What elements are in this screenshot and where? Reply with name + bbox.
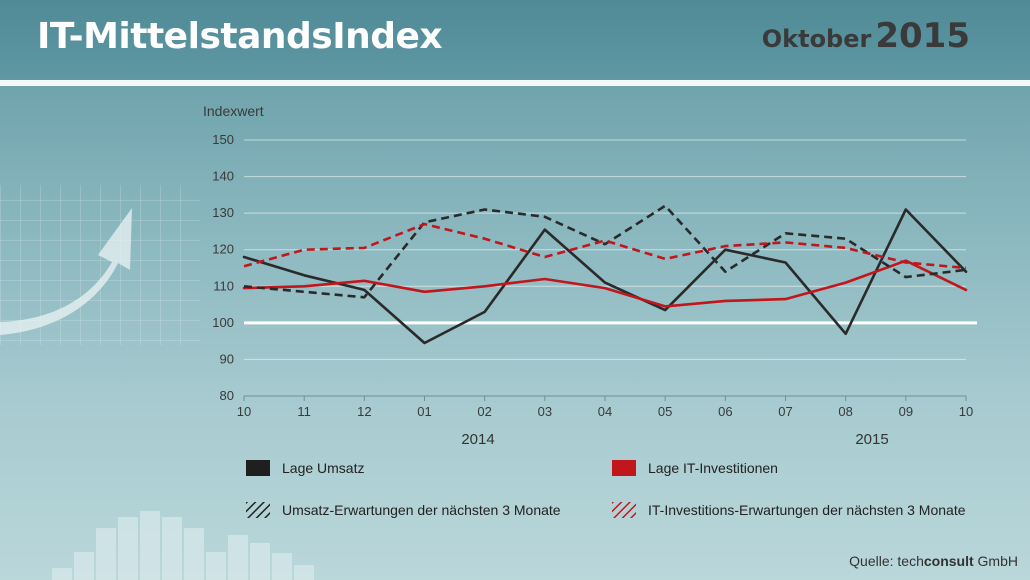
- x-tick-label: 04: [598, 404, 612, 419]
- report-date: Oktober 2015: [762, 16, 970, 56]
- header-bar: [0, 0, 1030, 80]
- arrow-up-icon: [0, 208, 132, 335]
- y-tick-label: 100: [212, 315, 234, 330]
- x-tick-label: 08: [838, 404, 852, 419]
- x-tick-label: 06: [718, 404, 732, 419]
- x-tick-label: 12: [357, 404, 371, 419]
- x-tick-label: 03: [538, 404, 552, 419]
- x-tick-label: 10: [959, 404, 973, 419]
- page-title: IT-MittelstandsIndex: [37, 16, 443, 57]
- y-tick-label: 120: [212, 242, 234, 257]
- source-suffix: GmbH: [973, 553, 1018, 569]
- chart-series: [242, 204, 968, 345]
- series-line-4: [243, 222, 967, 270]
- y-tick-label: 130: [212, 205, 234, 220]
- x-tick-label: 02: [477, 404, 491, 419]
- source-brand-light: tech: [897, 553, 924, 569]
- y-tick-label: 150: [212, 132, 234, 147]
- series-line-1: [242, 208, 968, 345]
- y-tick-label: 90: [220, 351, 234, 366]
- year-label-2014: 2014: [461, 431, 494, 448]
- x-tick-label: 05: [658, 404, 672, 419]
- series-line-2: [242, 259, 968, 308]
- y-axis-label: Indexwert: [203, 103, 264, 119]
- report-year: 2015: [875, 16, 970, 56]
- x-tick-label: 01: [417, 404, 431, 419]
- y-tick-label: 110: [213, 278, 234, 293]
- report-month: Oktober: [761, 25, 872, 53]
- y-tick-label: 80: [220, 388, 234, 403]
- bar-decoration: [52, 511, 314, 580]
- x-tick-label: 10: [237, 404, 251, 419]
- year-label-2015: 2015: [855, 431, 888, 448]
- x-tick-label: 07: [778, 404, 792, 419]
- x-axis-ticks: 10 11 12 01 02 03 04 05 06 07 08 09 10: [237, 396, 973, 419]
- source-brand-bold: consult: [923, 553, 974, 569]
- y-axis-ticks: 80 90 100 110 120 130 140 150: [212, 132, 234, 403]
- x-tick-label: 11: [297, 404, 311, 419]
- chart-grid: [244, 139, 977, 397]
- header-divider: [0, 80, 1030, 86]
- source-prefix: Quelle:: [849, 553, 898, 569]
- source-note: Quelle: techconsult GmbH: [849, 553, 1018, 569]
- x-tick-label: 09: [899, 404, 913, 419]
- series-line-3: [243, 204, 967, 299]
- y-tick-label: 140: [212, 169, 234, 184]
